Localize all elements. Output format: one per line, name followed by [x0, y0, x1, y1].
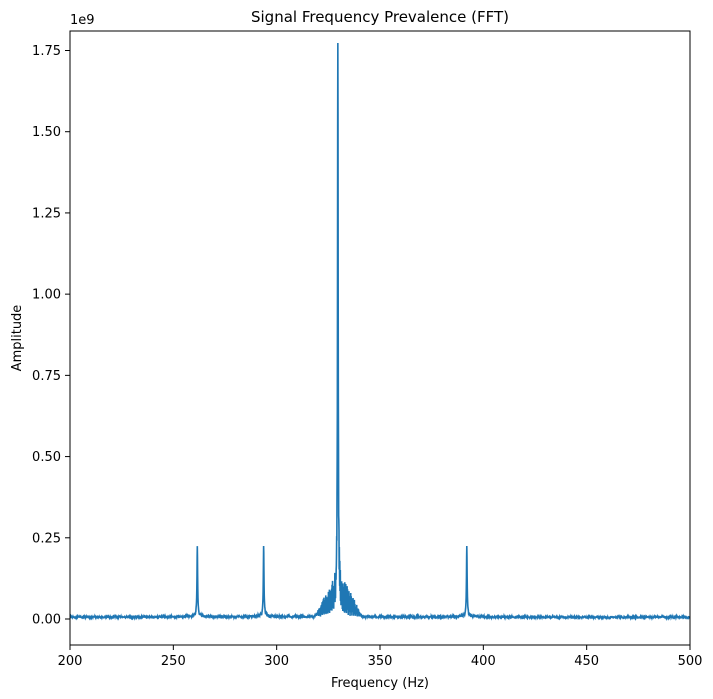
y-tick-label: 1.00 — [32, 288, 61, 303]
chart-title: Signal Frequency Prevalence (FFT) — [251, 8, 509, 26]
y-tick-label: 0.00 — [32, 613, 61, 628]
x-tick-label: 400 — [471, 654, 496, 669]
series-line — [70, 42, 690, 622]
x-tick-label: 500 — [678, 654, 703, 669]
x-axis: 200 250 300 350 400 450 500 — [58, 645, 703, 669]
y-tick-label: 1.25 — [32, 206, 61, 221]
x-tick-label: 300 — [264, 654, 289, 669]
y-axis-label: Amplitude — [10, 305, 25, 372]
x-tick-label: 200 — [58, 654, 83, 669]
y-tick-label: 0.50 — [32, 450, 61, 465]
x-axis-label: Frequency (Hz) — [331, 676, 429, 691]
y-tick-label: 0.75 — [32, 369, 61, 384]
plot-area — [70, 42, 690, 622]
x-tick-label: 450 — [574, 654, 599, 669]
x-tick-label: 250 — [161, 654, 186, 669]
plot-frame — [69, 30, 691, 646]
y-tick-label: 0.25 — [32, 531, 61, 546]
y-tick-label: 1.50 — [32, 125, 61, 140]
y-axis: 0.00 0.25 0.50 0.75 1.00 1.25 1.50 1.75 — [32, 44, 70, 628]
y-offset-label: 1e9 — [70, 13, 95, 28]
y-tick-label: 1.75 — [32, 44, 61, 59]
x-tick-label: 350 — [368, 654, 393, 669]
